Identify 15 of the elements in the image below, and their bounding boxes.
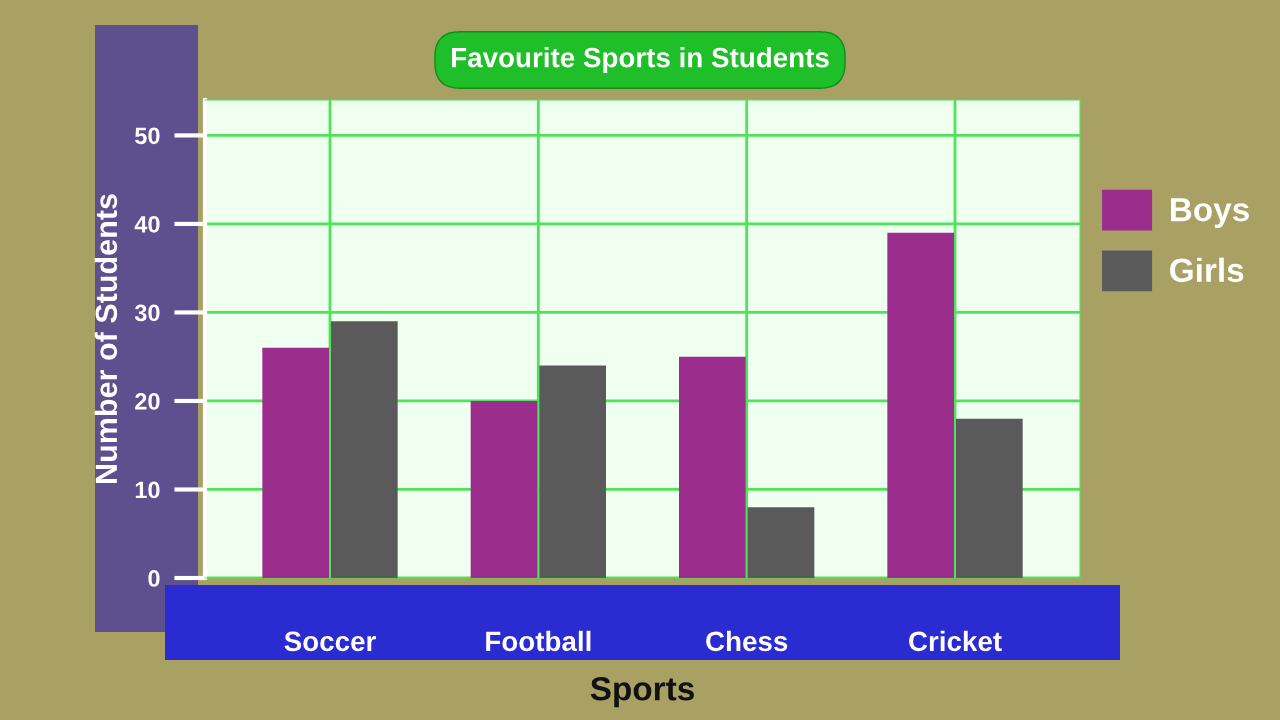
x-tick-label: Football (486, 630, 591, 652)
y-tick-label: 20 (135, 393, 160, 410)
x-tick-label: Cricket (909, 630, 1002, 652)
y-tick-label: 10 (135, 481, 160, 499)
y-tick-label: 50 (135, 127, 160, 145)
y-tick-label: 0 (148, 570, 160, 587)
chart-title: Favourite Sports in Students (452, 47, 829, 73)
x-tick-label: Soccer (284, 631, 376, 652)
x-tick-label: Chess (706, 630, 788, 652)
legend-label: Girls (1170, 257, 1244, 283)
y-tick-label: 30 (134, 304, 160, 322)
x-axis-title: Sports (590, 677, 694, 708)
legend-label: Boys (1170, 198, 1249, 229)
y-tick-label: 40 (134, 215, 160, 233)
y-axis-title: Number of Students (94, 194, 118, 483)
